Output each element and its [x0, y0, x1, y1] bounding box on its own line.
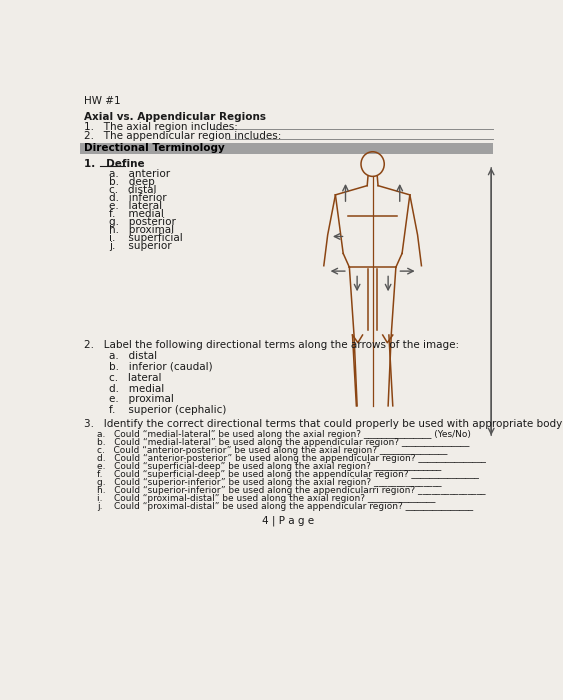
Text: Directional Terminology: Directional Terminology: [84, 144, 225, 153]
Text: a.   anterior: a. anterior: [109, 169, 170, 178]
Text: a.   distal: a. distal: [109, 351, 157, 361]
Text: c.   lateral: c. lateral: [109, 372, 162, 383]
Text: b.   deep: b. deep: [109, 177, 155, 187]
Text: a.   Could “medial-lateral” be used along the axial region? _______________ (Yes: a. Could “medial-lateral” be used along …: [97, 430, 471, 439]
Text: Axial vs. Appendicular Regions: Axial vs. Appendicular Regions: [84, 112, 266, 122]
Text: d.   Could “anterior-posterior” be used along the appendicular region? _________: d. Could “anterior-posterior” be used al…: [97, 454, 486, 463]
Text: d.   medial: d. medial: [109, 384, 164, 393]
Text: HW #1: HW #1: [84, 97, 121, 106]
Text: c.   Could “anterior-posterior” be used along the axial region? _______________: c. Could “anterior-posterior” be used al…: [97, 446, 447, 455]
Text: g.   posterior: g. posterior: [109, 217, 176, 228]
Text: c.   distal: c. distal: [109, 185, 157, 195]
Text: g.   Could “superior-inferior” be used along the axial region? _______________: g. Could “superior-inferior” be used alo…: [97, 478, 441, 487]
Text: e.   Could “superficial-deep” be used along the axial region? _______________: e. Could “superficial-deep” be used alon…: [97, 462, 441, 471]
Text: e.   lateral: e. lateral: [109, 201, 162, 211]
Text: j.    Could “proximal-distal” be used along the appendicular region? ___________: j. Could “proximal-distal” be used along…: [97, 503, 473, 512]
Text: j.    superior: j. superior: [109, 241, 172, 251]
Text: i.    Could “proximal-distal” be used along the axial region? _______________: i. Could “proximal-distal” be used along…: [97, 494, 435, 503]
Text: b.   Could “medial-lateral” be used along the appendicular region? _____________: b. Could “medial-lateral” be used along …: [97, 438, 469, 447]
Text: i.    superficial: i. superficial: [109, 233, 183, 244]
Text: f.    superior (cephalic): f. superior (cephalic): [109, 405, 226, 415]
Text: f.    medial: f. medial: [109, 209, 164, 219]
Text: 2.   The appendicular region includes:: 2. The appendicular region includes:: [84, 131, 285, 141]
Text: h.   proximal: h. proximal: [109, 225, 175, 235]
Text: 1.   The axial region includes:: 1. The axial region includes:: [84, 122, 242, 132]
Text: 1.   Define: 1. Define: [84, 159, 145, 169]
Text: d.   inferior: d. inferior: [109, 193, 167, 203]
Text: f.    Could “superficial-deep” be used along the appendicular region? __________: f. Could “superficial-deep” be used alon…: [97, 470, 479, 480]
Text: h.   Could “superior-inferior” be used along the appendicularri region? ________: h. Could “superior-inferior” be used alo…: [97, 486, 485, 496]
Text: 2.   Label the following directional terms along the arrows of the image:: 2. Label the following directional terms…: [84, 340, 459, 349]
Text: e.   proximal: e. proximal: [109, 394, 174, 405]
Text: b.   inferior (caudal): b. inferior (caudal): [109, 362, 213, 372]
Text: 3.   Identify the correct directional terms that could properly be used with app: 3. Identify the correct directional term…: [84, 419, 563, 429]
Text: 4 | P a g e: 4 | P a g e: [262, 515, 314, 526]
FancyBboxPatch shape: [81, 143, 493, 154]
